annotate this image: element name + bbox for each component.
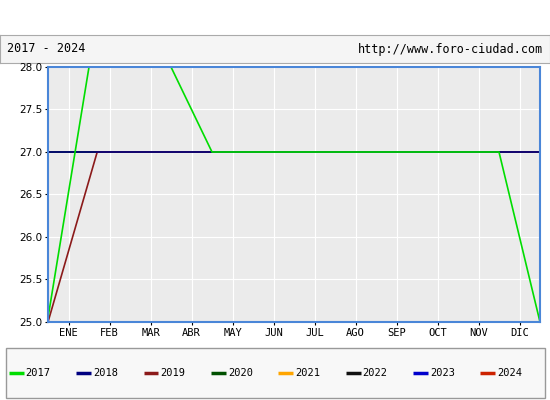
Text: 2021: 2021 <box>295 368 320 378</box>
Text: 2019: 2019 <box>161 368 185 378</box>
Text: 2018: 2018 <box>93 368 118 378</box>
Text: 2017: 2017 <box>26 368 51 378</box>
Text: Evolucion num de emigrantes en Caminomorisco: Evolucion num de emigrantes en Caminomor… <box>91 10 459 24</box>
Text: 2023: 2023 <box>430 368 455 378</box>
Text: 2022: 2022 <box>362 368 388 378</box>
Text: 2020: 2020 <box>228 368 253 378</box>
Text: 2024: 2024 <box>497 368 522 378</box>
FancyBboxPatch shape <box>6 348 544 398</box>
Text: 2017 - 2024: 2017 - 2024 <box>7 42 85 56</box>
Text: http://www.foro-ciudad.com: http://www.foro-ciudad.com <box>358 42 543 56</box>
